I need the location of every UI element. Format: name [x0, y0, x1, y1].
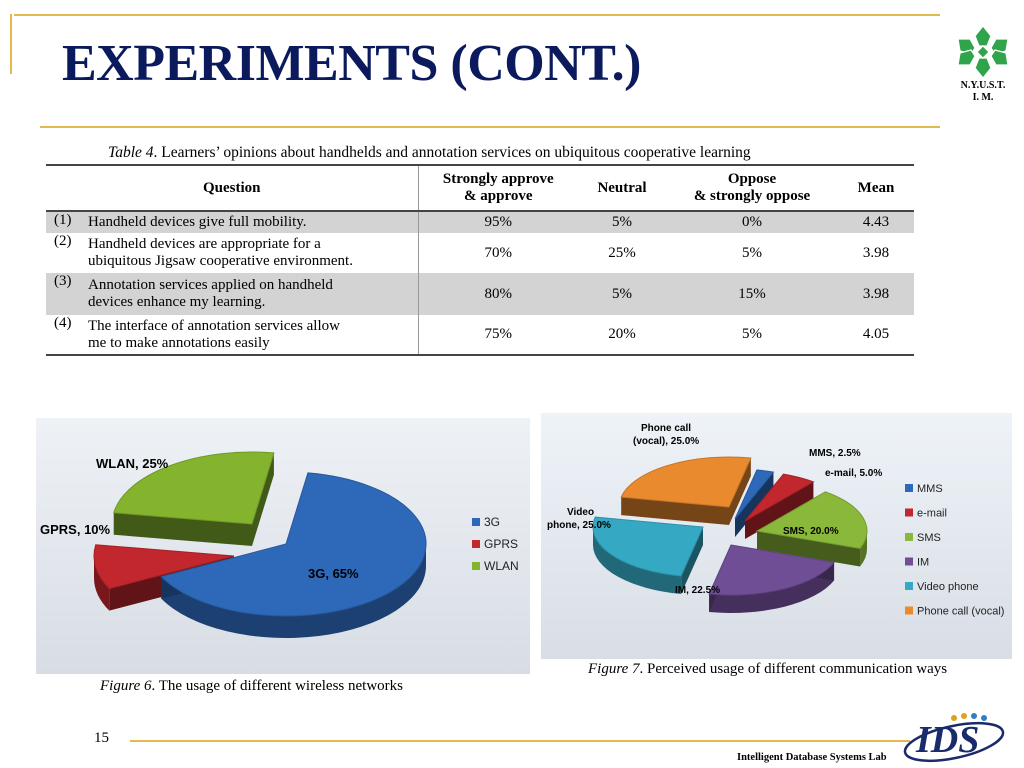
pie-slice-video-phone [592, 516, 704, 595]
figure7-chart: Phone call (vocal), 25.0% MMS, 2.5% e-mail,… [541, 413, 1012, 659]
legend-3g-swatch [472, 518, 480, 526]
legend-wlan: WLAN [484, 559, 519, 573]
pie-slice-sms [755, 491, 868, 567]
legend-wlan-swatch [472, 562, 480, 570]
legend-im-swatch [905, 557, 913, 566]
header-mean: Mean [838, 164, 915, 212]
row-oppose: 15% [666, 273, 839, 315]
figure6-caption-label: Figure 6 [100, 678, 152, 694]
data-label-email: e-mail, 5.0% [825, 468, 882, 479]
figure6-caption-text: . The usage of different wireless networ… [151, 678, 403, 694]
figure6-chart: 3G, 65% GPRS, 10% WLAN, 25% 3G GPRS WLAN [36, 418, 530, 674]
row-approve: 75% [417, 315, 579, 356]
table-caption-label: Table 4 [108, 144, 154, 161]
table-row: (4) The interface of annotation services… [46, 315, 915, 356]
page-number: 15 [94, 730, 109, 746]
legend-mms: MMS [917, 483, 943, 495]
pie-slice-im [708, 544, 835, 613]
legend-im: IM [917, 557, 929, 569]
legend-e-mail-swatch [905, 508, 913, 517]
legend-sms: SMS [917, 532, 941, 544]
row-approve: 95% [417, 211, 579, 233]
legend-gprs-swatch [472, 540, 480, 548]
pie-slice-mms [734, 469, 775, 537]
row-mean: 3.98 [862, 244, 890, 261]
table-row: (1) Handheld devices give full mobility.… [46, 211, 915, 233]
legend-video-phone: Video phone [917, 581, 979, 593]
snowflake-logo-icon [957, 25, 1009, 79]
row-mean: 4.43 [838, 211, 915, 233]
table-header-row: Question Strongly approve & approve Neutr… [46, 164, 915, 212]
data-label-gprs: GPRS, 10% [40, 522, 111, 537]
table-row: (2) Handheld devices are appropriate for… [46, 233, 914, 273]
pie-slice-3g [160, 472, 427, 638]
data-label-video-2: phone, 25.0% [547, 520, 611, 531]
slide-title: EXPERIMENTS (CONT.) [62, 35, 641, 92]
row-approve: 80% [417, 273, 579, 315]
legend-mms-swatch [905, 484, 913, 492]
row-number: (1) [46, 211, 88, 233]
row-oppose: 0% [666, 211, 839, 233]
row-question: Handheld devices are appropriate for a ub… [88, 236, 353, 269]
header-oppose: Oppose & strongly oppose [666, 164, 839, 212]
row-number: (2) [54, 233, 72, 249]
figure7-caption: Figure 7. Perceived usage of different c… [588, 661, 947, 678]
legend-phone-call-vocal-: Phone call (vocal) [917, 606, 1004, 618]
figure7-caption-label: Figure 7 [588, 661, 640, 677]
university-logo: N.Y.U.S.T. I. M. [948, 24, 1018, 104]
data-label-3g: 3G, 65% [308, 566, 359, 581]
table-caption-text: . Learners’ opinions about handhelds and… [153, 144, 751, 161]
pie-slice-phone-call-vocal- [620, 456, 752, 525]
header-question: Question [46, 164, 419, 212]
data-label-phone-call-1: Phone call [641, 423, 691, 434]
pie-slice-e-mail [744, 473, 815, 539]
logo-text-line2: I. M. [972, 92, 994, 103]
opinions-table: Question Strongly approve & approve Neutr… [46, 164, 915, 356]
data-label-mms: MMS, 2.5% [809, 448, 861, 459]
ids-lab-logo: IDS [903, 713, 1005, 763]
data-label-sms: SMS, 20.0% [783, 526, 839, 537]
legend-phone-call-vocal--swatch [905, 606, 913, 615]
figure7-svg: Phone call (vocal), 25.0% MMS, 2.5% e-mail,… [547, 423, 1004, 618]
figure6-caption: Figure 6. The usage of different wireles… [100, 678, 403, 695]
row-question: Handheld devices give full mobility. [88, 211, 419, 233]
title-divider [40, 126, 940, 128]
row-neutral: 5% [578, 211, 667, 233]
row-oppose: 5% [742, 244, 763, 261]
row-approve: 70% [417, 233, 579, 273]
ids-logo-text: IDS [915, 719, 979, 761]
data-label-video-1: Video [567, 507, 594, 518]
left-rule [10, 14, 12, 74]
figure6-svg: 3G, 65% GPRS, 10% WLAN, 25% 3G GPRS WLAN [40, 451, 519, 638]
legend-e-mail: e-mail [917, 508, 947, 520]
table-row: (3) Annotation services applied on handh… [46, 273, 915, 315]
row-neutral: 5% [578, 273, 667, 315]
row-question: The interface of annotation services all… [88, 315, 419, 356]
lab-name: Intelligent Database Systems Lab [737, 752, 887, 763]
data-label-phone-call-2: (vocal), 25.0% [633, 436, 699, 447]
legend-gprs: GPRS [484, 537, 518, 551]
pie-slice-wlan [113, 451, 275, 546]
row-question: Annotation services applied on handheld d… [88, 273, 419, 315]
header-neutral: Neutral [578, 164, 667, 212]
data-label-im: IM, 22.5% [675, 585, 720, 596]
row-neutral: 25% [608, 244, 636, 261]
top-rule [14, 14, 940, 16]
row-number: (3) [46, 273, 88, 315]
legend-video-phone-swatch [905, 582, 913, 590]
legend-3g: 3G [484, 515, 500, 529]
row-neutral: 20% [578, 315, 667, 356]
row-oppose: 5% [666, 315, 839, 356]
logo-text-line1: N.Y.U.S.T. [960, 80, 1006, 91]
row-mean: 4.05 [838, 315, 915, 356]
footer-rule [130, 740, 910, 742]
legend-sms-swatch [905, 533, 913, 541]
figure7-caption-text: . Perceived usage of different communica… [639, 661, 948, 677]
data-label-wlan: WLAN, 25% [96, 456, 169, 471]
row-mean: 3.98 [838, 273, 915, 315]
row-number: (4) [46, 315, 88, 356]
table-caption: Table 4. Learners’ opinions about handhe… [108, 144, 751, 162]
header-approve: Strongly approve & approve [417, 164, 579, 212]
